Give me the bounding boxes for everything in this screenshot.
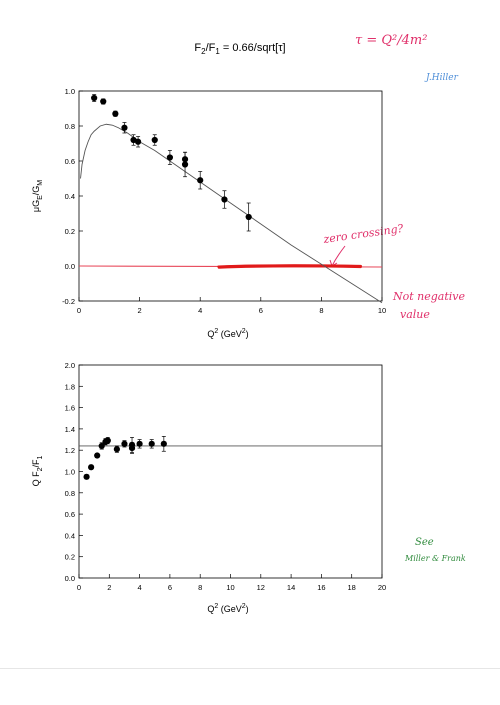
top-plot-data-point (181, 161, 189, 168)
bottom-plot-data-point (160, 440, 167, 447)
top-plot-data-point (100, 98, 107, 105)
bottom-plot-x-tick-label: 20 (378, 583, 386, 592)
bottom-plot-y-tick-label: 0.8 (65, 489, 75, 498)
top-plot-data-points (91, 94, 252, 232)
top-plot-data-point (134, 138, 142, 145)
top-plot-x-tick-label: 8 (319, 306, 323, 315)
top-plot-zero-band (217, 264, 362, 269)
bottom-plot-y-tick-label: 1.0 (65, 468, 75, 477)
top-plot-fit-curve (80, 123, 383, 304)
bottom-plot-x-tick-label: 4 (138, 583, 142, 592)
bottom-plot-x-tick-label: 8 (198, 583, 202, 592)
bottom-plot-y-tick-label: 1.6 (65, 404, 75, 413)
top-plot-data-point (245, 213, 252, 221)
top-plot-data-point (221, 196, 228, 203)
bottom-plot-x-tick-label: 18 (348, 583, 356, 592)
bottom-plot-y-tick-label: 0.2 (65, 553, 75, 562)
bottom-plot-y-tick-label: 1.8 (65, 382, 75, 391)
bottom-plot-data-point (88, 464, 95, 471)
author-note: J.Hiller (424, 73, 459, 83)
bottom-plot-y-tick-label: 0.6 (65, 510, 75, 519)
top-plot-y-tick-label: 0.4 (65, 192, 75, 201)
top-plot-data-point (121, 124, 128, 131)
bottom-plot-x-tick-label: 0 (77, 583, 81, 592)
bottom-plot-y-tick-label: 1.2 (65, 446, 75, 455)
page-title: F2/F1 = 0.66/sqrt[τ] (194, 42, 285, 56)
bottom-plot-x-tick-label: 10 (226, 583, 234, 592)
top-plot-x-tick-label: 4 (198, 306, 202, 315)
top-plot-y-tick-label: 0.0 (65, 262, 75, 271)
bottom-plot-y-tick-label: 1.4 (65, 425, 75, 434)
bottom-plot-data-point (83, 473, 90, 480)
bottom-plot-x-tick-label: 12 (257, 583, 265, 592)
top-plot-y-tick-label: 0.6 (65, 157, 75, 166)
bottom-plot-y-tick-label: 2.0 (65, 361, 75, 370)
bottom-plot-x-axis-label: Q2 (GeV2) (207, 603, 248, 614)
top-plot-x-tick-label: 2 (138, 306, 142, 315)
bottom-plot-y-tick-label: 0.4 (65, 531, 75, 540)
top-plot-y-tick-label: -0.2 (62, 297, 75, 306)
bottom-plot-x-tick-label: 6 (168, 583, 172, 592)
bottom-plot-x-tick-label: 16 (317, 583, 325, 592)
bottom-plot-y-ticks: 0.0 0.2 0.4 0.6 0.8 1.0 1.2 1.4 1.6 1.8 2.0 (65, 361, 83, 583)
top-plot-x-tick-label: 10 (378, 306, 386, 315)
bottom-plot-data-point (136, 440, 143, 447)
top-plot-data-point (197, 177, 204, 184)
top-plot-data-point (166, 154, 173, 161)
top-plot-y-tick-label: 1.0 (65, 87, 75, 96)
zero-crossing-note: zero crossing? (322, 222, 405, 246)
top-plot-x-ticks: 0 2 4 6 8 10 (77, 297, 386, 315)
bottom-plot-data-point (104, 437, 111, 444)
top-plot-x-axis-label: Q2 (GeV2) (207, 328, 248, 339)
bottom-plot-data-point (113, 446, 120, 453)
bottom-plot-data-point (94, 452, 101, 459)
bottom-plot-y-axis-label: Q F2/F1 (31, 456, 44, 487)
bottom-plot-y-tick-label: 0.0 (65, 574, 75, 583)
top-plot-y-tick-label: 0.8 (65, 122, 75, 131)
top-plot-data-point (112, 110, 119, 117)
top-plot-y-ticks: -0.2 0.0 0.2 0.4 0.6 0.8 1.0 (62, 87, 83, 306)
bottom-plot-data-points (83, 436, 167, 480)
bottom-plot-x-tick-label: 14 (287, 583, 295, 592)
not-negative-note-line1: Not negative (392, 290, 466, 303)
zero-crossing-arrow (331, 245, 346, 267)
page-bottom-edge (0, 668, 500, 669)
bottom-plot-data-point (121, 440, 128, 447)
bottom-plot-data-point (128, 441, 136, 448)
bottom-plot-x-ticks: 0 2 4 6 8 10 12 14 16 18 20 (77, 574, 386, 592)
top-plot: -0.2 0.0 0.2 0.4 0.6 0.8 1.0 0 2 4 6 8 10 Q2 (GeV2)… (31, 87, 386, 339)
zero-band-stroke (218, 264, 362, 268)
top-plot-x-tick-label: 0 (77, 306, 81, 315)
tau-definition-note: τ = Q²/4m² (355, 33, 427, 48)
bottom-plot-data-point (148, 440, 155, 447)
see-note-line1: See (415, 537, 434, 548)
see-note-line2: Miller & Frank (404, 554, 466, 563)
top-plot-y-axis-label: μGE/GM (31, 180, 44, 212)
top-plot-x-tick-label: 6 (259, 306, 263, 315)
bottom-plot-x-tick-label: 2 (107, 583, 111, 592)
bottom-plot-data-point (98, 442, 105, 450)
top-plot-data-point (91, 94, 98, 102)
top-plot-y-tick-label: 0.2 (65, 227, 75, 236)
not-negative-note-line2: value (400, 308, 430, 321)
bottom-plot: 0.0 0.2 0.4 0.6 0.8 1.0 1.2 1.4 1.6 1.8 2.0 0 2 4 6 8 1… (31, 361, 386, 614)
bottom-plot-frame (78, 364, 383, 579)
top-plot-data-point (151, 136, 158, 144)
